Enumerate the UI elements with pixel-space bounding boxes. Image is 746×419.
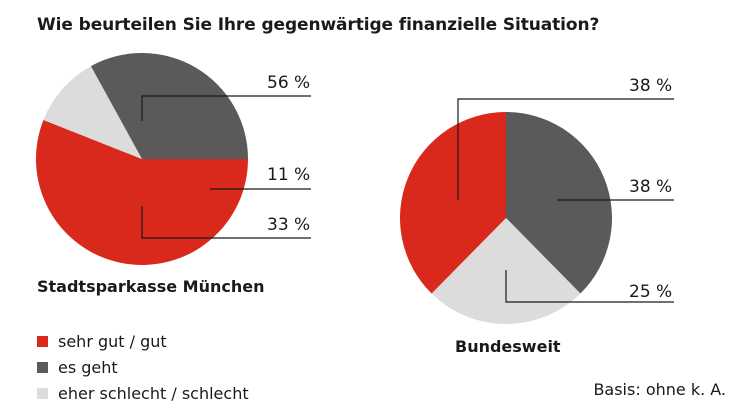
- leader-line: [141, 206, 311, 239]
- value-label: 11 %: [267, 165, 310, 185]
- legend-label: eher schlecht / schlecht: [58, 383, 249, 403]
- legend-swatch-darkgray: [37, 361, 48, 373]
- value-label: 38 %: [629, 177, 672, 197]
- leader-line: [141, 95, 311, 121]
- pie-slice: [400, 112, 506, 294]
- legend-label: es geht: [58, 357, 118, 377]
- leader-line: [505, 270, 674, 303]
- value-label: 25 %: [629, 282, 672, 302]
- pie-slice: [90, 52, 249, 159]
- value-label: 56 %: [267, 73, 310, 93]
- value-label: 33 %: [267, 215, 310, 235]
- pie-slice: [506, 112, 612, 294]
- chart-title: Wie beurteilen Sie Ihre gegenwärtige fin…: [37, 15, 600, 35]
- leader-line: [457, 98, 674, 200]
- legend-swatch-red: [37, 335, 48, 347]
- legend-item-sehr-gut: sehr gut / gut: [37, 330, 249, 352]
- pie-title: Stadtsparkasse München: [37, 277, 264, 296]
- legend-label: sehr gut / gut: [58, 331, 167, 351]
- basis-note: Basis: ohne k. A.: [593, 380, 726, 399]
- pie-slice: [36, 119, 249, 265]
- legend-item-es-geht: es geht: [37, 356, 249, 378]
- legend-swatch-lightgray: [37, 387, 48, 399]
- pie-slice: [43, 66, 142, 159]
- pie-title: Bundesweit: [455, 337, 561, 356]
- value-label: 38 %: [629, 76, 672, 96]
- legend: sehr gut / gut es geht eher schlecht / s…: [37, 330, 249, 408]
- legend-item-eher-schlecht: eher schlecht / schlecht: [37, 382, 249, 404]
